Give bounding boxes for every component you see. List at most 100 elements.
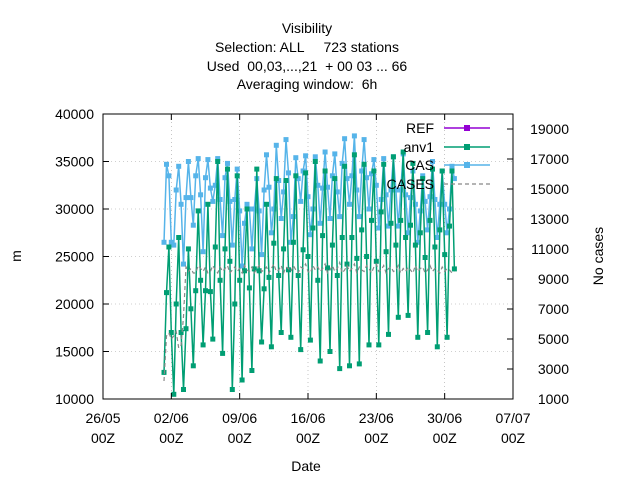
data-point-anv1 (367, 342, 372, 347)
data-point-anv1 (403, 235, 408, 240)
title-line-4: Averaging window: 6h (237, 76, 378, 92)
y2-axis-label: No cases (590, 227, 606, 285)
data-point-anv1 (320, 233, 325, 238)
data-point-cas (303, 153, 308, 158)
data-point-anv1 (450, 169, 455, 174)
chart-title: Visibility Selection: ALL 723 stations U… (207, 20, 408, 92)
data-point-cas (201, 249, 206, 254)
data-point-anv1 (384, 249, 389, 254)
data-point-cas (328, 216, 333, 221)
data-point-cas (367, 207, 372, 212)
data-point-anv1 (176, 235, 181, 240)
data-point-cas (323, 150, 328, 155)
data-point-cas (188, 195, 193, 200)
legend-marker-anv1 (464, 144, 470, 150)
x-tick-label: 30/06 (427, 410, 462, 426)
data-point-anv1 (227, 259, 232, 264)
data-point-anv1 (245, 207, 250, 212)
data-point-anv1 (184, 326, 189, 331)
y-tick-label: 10000 (55, 391, 94, 407)
data-point-anv1 (376, 342, 381, 347)
data-point-cas (262, 188, 267, 193)
y2-tick-label: 9000 (538, 271, 569, 287)
data-point-anv1 (306, 254, 311, 259)
y-tick-label: 35000 (55, 154, 94, 170)
data-point-anv1 (249, 368, 254, 373)
data-point-cas (337, 214, 342, 219)
data-point-cas (342, 136, 347, 141)
data-point-cas (179, 202, 184, 207)
data-point-anv1 (323, 169, 328, 174)
data-point-cas (176, 164, 181, 169)
data-point-anv1 (303, 170, 308, 175)
data-point-cas (208, 186, 213, 191)
data-point-anv1 (308, 338, 313, 343)
data-point-anv1 (447, 224, 452, 229)
data-point-anv1 (208, 289, 213, 294)
data-point-anv1 (220, 351, 225, 356)
data-point-anv1 (284, 178, 289, 183)
y-tick-label: 20000 (55, 296, 94, 312)
x-tick-label-time: 00Z (159, 430, 184, 446)
data-point-anv1 (240, 378, 245, 383)
data-point-anv1 (262, 286, 267, 291)
data-point-cas (286, 170, 291, 175)
data-point-anv1 (288, 335, 293, 340)
legend-label-cas: CAS (405, 157, 434, 173)
data-point-cas (166, 173, 171, 178)
data-point-anv1 (423, 255, 428, 260)
data-point-cas (381, 156, 386, 161)
data-point-anv1 (298, 347, 303, 352)
data-point-cas (220, 233, 225, 238)
data-point-anv1 (359, 227, 364, 232)
data-point-anv1 (291, 240, 296, 245)
data-point-anv1 (435, 344, 440, 349)
x-tick-label: 02/06 (154, 410, 189, 426)
data-point-anv1 (198, 278, 203, 283)
data-point-anv1 (166, 245, 171, 250)
x-tick-label: 26/05 (85, 410, 120, 426)
y2-tick-label: 13000 (530, 211, 569, 227)
data-point-anv1 (237, 278, 242, 283)
data-point-cas (162, 240, 167, 245)
y2-tick-label: 3000 (538, 361, 569, 377)
data-point-anv1 (205, 202, 210, 207)
data-point-anv1 (340, 235, 345, 240)
data-point-anv1 (393, 243, 398, 248)
data-point-anv1 (313, 159, 318, 164)
data-point-anv1 (318, 359, 323, 364)
data-point-cas (193, 173, 198, 178)
data-point-anv1 (259, 340, 264, 345)
data-point-anv1 (398, 218, 403, 223)
data-point-anv1 (188, 306, 193, 311)
data-point-anv1 (254, 167, 259, 172)
title-line-1: Visibility (282, 20, 332, 36)
data-point-anv1 (425, 330, 430, 335)
data-point-anv1 (357, 361, 362, 366)
data-point-cas (347, 202, 352, 207)
data-point-cas (210, 199, 215, 204)
data-point-anv1 (279, 330, 284, 335)
data-point-anv1 (181, 387, 186, 392)
data-point-anv1 (379, 209, 384, 214)
data-point-cas (186, 159, 191, 164)
data-point-anv1 (332, 176, 337, 181)
data-point-anv1 (352, 152, 357, 157)
data-point-anv1 (215, 159, 220, 164)
data-point-anv1 (386, 332, 391, 337)
data-point-cas (284, 137, 289, 142)
data-point-cas (181, 262, 186, 267)
data-point-anv1 (328, 349, 333, 354)
data-point-anv1 (440, 169, 445, 174)
data-point-anv1 (389, 221, 394, 226)
data-point-anv1 (191, 363, 196, 368)
data-point-anv1 (364, 254, 369, 259)
data-point-anv1 (432, 245, 437, 250)
x-tick-label: 23/06 (359, 410, 394, 426)
data-point-cas (259, 252, 264, 257)
data-point-cas (332, 151, 337, 156)
legend-label-anv1: anv1 (404, 139, 435, 155)
y2-tick-label: 17000 (530, 151, 569, 167)
data-point-anv1 (418, 230, 423, 235)
